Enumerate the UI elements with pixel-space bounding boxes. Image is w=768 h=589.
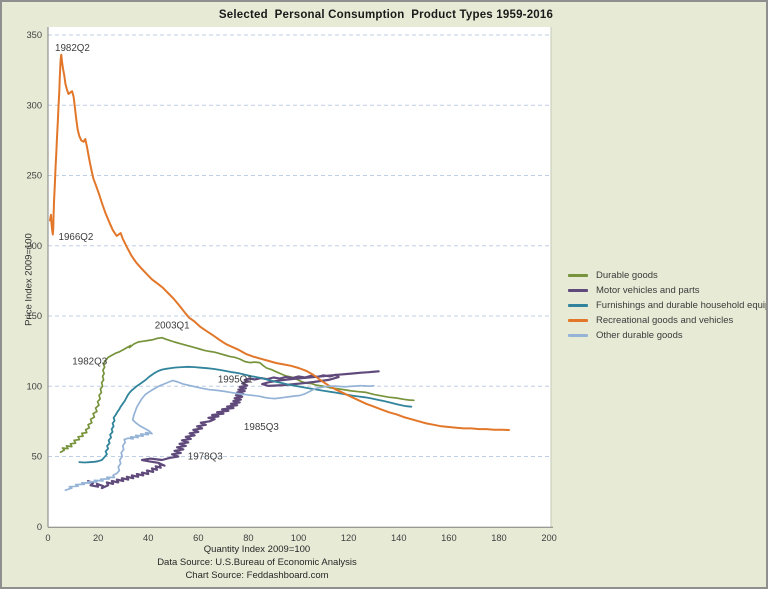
bottom-labels: Quantity Index 2009=100 Data Source: U.S…: [2, 543, 512, 582]
x-tick-label-100: 100: [291, 533, 307, 543]
y-axis-title: Price Index 2009=100: [23, 233, 35, 326]
annotation-1982q3: 1982Q3: [72, 356, 107, 367]
chart-source-note: Chart Source: Feddashboard.com: [185, 570, 329, 581]
legend-label: Furnishings and durable household equipm…: [596, 300, 766, 311]
legend-label: Motor vehicles and parts: [596, 285, 700, 296]
series-line-recreational-goods-and-vehicles: [49, 53, 510, 431]
legend-item-recreational-goods-and-vehicles: Recreational goods and vehicles: [568, 313, 766, 328]
y-tick-label-300: 300: [26, 100, 42, 110]
y-tick-label-100: 100: [26, 381, 42, 391]
chart-title: Selected Personal Consumption Product Ty…: [218, 9, 554, 21]
legend-label: Other durable goods: [596, 330, 683, 341]
legend-swatch: [568, 319, 588, 322]
x-tick-label-60: 60: [193, 533, 203, 543]
legend-item-durable-goods: Durable goods: [568, 268, 766, 283]
y-tick-label-200: 200: [26, 241, 42, 251]
legend-swatch: [568, 334, 588, 337]
legend-swatch: [568, 274, 588, 277]
legend-item-motor-vehicles-and-parts: Motor vehicles and parts: [568, 283, 766, 298]
legend-label: Recreational goods and vehicles: [596, 315, 734, 326]
legend-item-furnishings-and-durable-household-equipment: Furnishings and durable household equipm…: [568, 298, 766, 313]
x-axis-title: Quantity Index 2009=100: [203, 544, 311, 555]
legend-label: Durable goods: [596, 270, 658, 281]
series-line-other-durable-goods: [64, 379, 375, 492]
y-tick-label-0: 0: [37, 522, 42, 532]
annotation-1995q1: 1995Q1: [218, 375, 253, 386]
x-tick-label-180: 180: [491, 533, 507, 543]
x-tick-label-160: 160: [441, 533, 457, 543]
annotation-2003q1: 2003Q1: [155, 321, 190, 332]
annotation-1978q3: 1978Q3: [188, 451, 223, 462]
annotation-1966q2: 1966Q2: [59, 232, 94, 243]
series-line-motor-vehicles-and-parts: [86, 370, 380, 490]
x-tick-label-120: 120: [341, 533, 357, 543]
data-source-note: Data Source: U.S.Bureau of Economic Anal…: [157, 557, 357, 568]
x-tick-label-200: 200: [541, 533, 557, 543]
x-tick-label-140: 140: [391, 533, 407, 543]
legend-swatch: [568, 289, 588, 292]
series-line-furnishings-and-durable-household-equipment: [78, 365, 413, 464]
legend-swatch: [568, 304, 588, 307]
x-tick-label-0: 0: [45, 533, 50, 543]
legend: Durable goods Motor vehicles and parts Fur…: [568, 268, 766, 343]
y-tick-label-250: 250: [26, 171, 42, 181]
annotation-1985q3: 1985Q3: [244, 422, 279, 433]
x-tick-label-80: 80: [243, 533, 253, 543]
y-tick-label-350: 350: [26, 30, 42, 40]
y-tick-label-150: 150: [26, 311, 42, 321]
x-tick-label-40: 40: [143, 533, 153, 543]
x-tick-label-20: 20: [93, 533, 103, 543]
annotation-1982q2: 1982Q2: [55, 43, 90, 54]
plot-area: [48, 27, 551, 528]
y-tick-label-50: 50: [32, 452, 42, 462]
legend-item-other-durable-goods: Other durable goods: [568, 328, 766, 343]
